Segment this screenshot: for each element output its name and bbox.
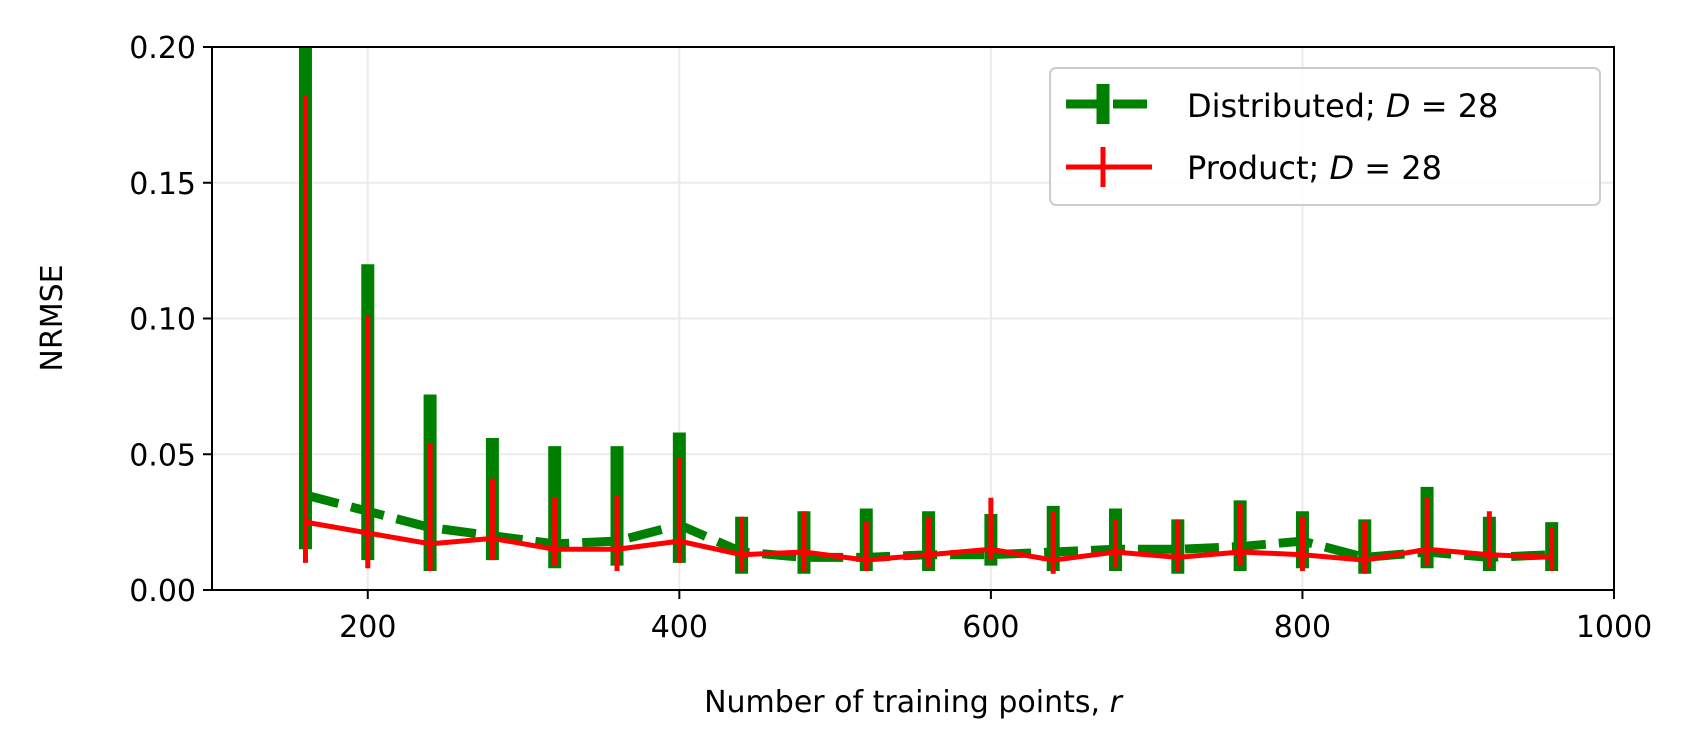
data-point-product	[1114, 550, 1117, 553]
data-point-product	[1301, 553, 1304, 556]
data-point-product	[927, 553, 930, 556]
data-point-product	[1488, 553, 1491, 556]
data-point-product	[553, 548, 556, 551]
x-tick-label: 200	[339, 610, 396, 645]
legend-entry-product: Product; D = 28	[1066, 147, 1442, 187]
x-axis-label-var: r	[1110, 685, 1124, 720]
legend-box	[1049, 67, 1601, 206]
data-point-product	[304, 521, 307, 524]
y-tick-label: 0.10	[129, 303, 196, 338]
y-tick-label: 0.05	[129, 438, 196, 473]
data-point-product	[1426, 548, 1429, 551]
y-axis-label: NRMSE	[35, 264, 70, 371]
legend-entry-distributed: Distributed; D = 28	[1066, 84, 1498, 125]
x-tick-label: 800	[1274, 610, 1331, 645]
x-tick-label: 1000	[1576, 610, 1652, 645]
series-product	[302, 95, 1555, 574]
data-point-product	[989, 548, 992, 551]
legend-sample-product	[1066, 147, 1152, 187]
y-tick-label: 0.20	[129, 31, 196, 66]
x-tick-label: 600	[962, 610, 1019, 645]
series-layer	[298, 47, 1559, 574]
data-point-product	[429, 542, 432, 545]
axes: 200 400 600 800 1000 0.00 0.05 0.10 0.15 0.20	[129, 31, 1652, 645]
data-point-product	[1052, 559, 1055, 562]
legend-label-product: Product; D = 28	[1187, 149, 1442, 187]
y-tick-label: 0.00	[129, 574, 196, 609]
legend-sample-distributed	[1066, 84, 1152, 124]
data-point-product	[1550, 556, 1553, 559]
data-point-product	[802, 550, 805, 553]
data-point-product	[616, 548, 619, 551]
y-tick-label: 0.15	[129, 167, 196, 202]
data-point-product	[491, 537, 494, 540]
legend: Distributed; D = 28 Product; D = 28	[1049, 67, 1601, 206]
legend-label-distributed: Distributed; D = 28	[1187, 87, 1498, 125]
data-point-product	[865, 559, 868, 562]
data-point-product	[1239, 550, 1242, 553]
data-point-product	[1176, 556, 1179, 559]
data-point-product	[740, 553, 743, 556]
x-axis-label: Number of training points, r	[704, 685, 1123, 720]
data-point-product	[366, 531, 369, 534]
data-point-product	[678, 540, 681, 543]
x-tick-label: 400	[651, 610, 708, 645]
x-axis-label-text: Number of training points,	[704, 685, 1109, 720]
data-point-product	[1363, 559, 1366, 562]
